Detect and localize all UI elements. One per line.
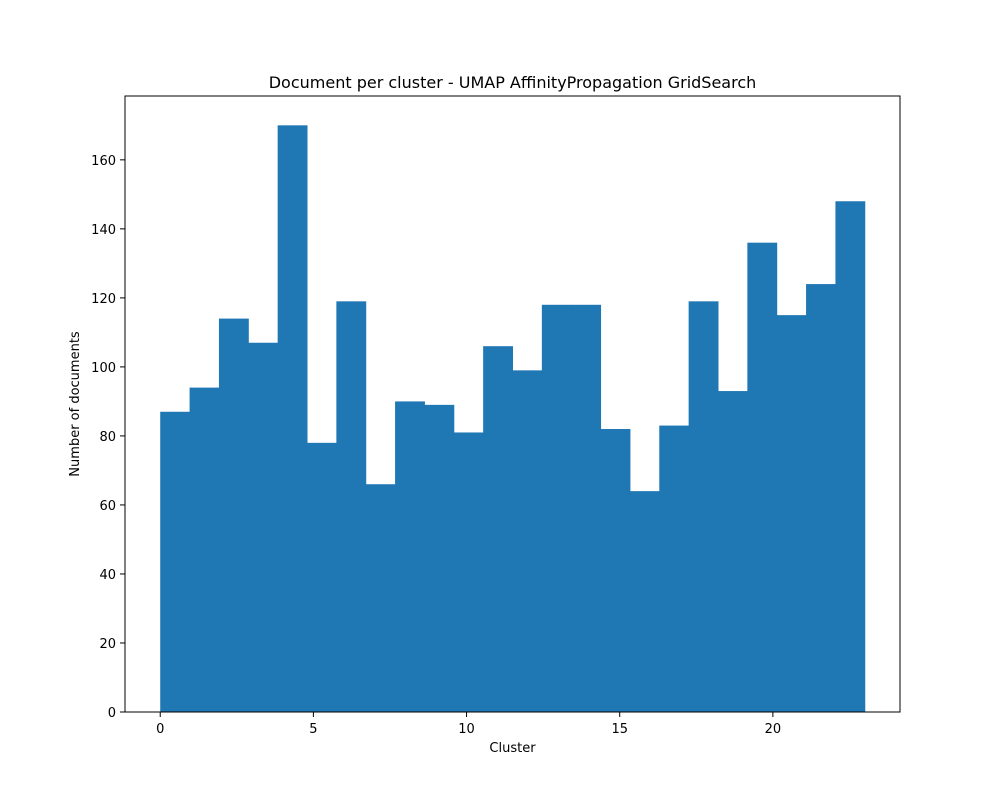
x-tick-label: 0 bbox=[156, 722, 164, 737]
bar-16 bbox=[629, 491, 660, 712]
bar-18 bbox=[688, 301, 719, 712]
y-tick-label: 140 bbox=[91, 223, 116, 238]
plot-frame bbox=[124, 95, 901, 713]
bar-4 bbox=[277, 125, 308, 713]
bar-14 bbox=[571, 304, 602, 712]
bar-5 bbox=[307, 442, 337, 712]
bar-19 bbox=[717, 391, 748, 712]
bar-20 bbox=[747, 242, 778, 712]
y-tick-label: 120 bbox=[91, 292, 116, 307]
bar-21 bbox=[776, 315, 807, 712]
y-tick-label: 100 bbox=[91, 361, 116, 376]
bar-3 bbox=[248, 342, 279, 712]
bar-1 bbox=[189, 387, 220, 712]
bar-10 bbox=[453, 432, 484, 712]
bar-0 bbox=[160, 411, 191, 712]
y-axis-label: Number of documents bbox=[68, 331, 83, 477]
x-tick-label: 10 bbox=[458, 722, 475, 737]
bar-2 bbox=[218, 318, 249, 712]
bars-group bbox=[160, 125, 866, 713]
bar-6 bbox=[336, 301, 367, 712]
y-tick-label: 80 bbox=[99, 430, 116, 445]
y-axis: 0 20 40 60 80 100 120 140 160 bbox=[91, 154, 125, 721]
x-tick-label: 20 bbox=[765, 722, 782, 737]
bar-13 bbox=[541, 304, 572, 712]
y-tick-label: 0 bbox=[108, 706, 116, 721]
bar-23 bbox=[835, 201, 866, 713]
chart-title: Document per cluster - UMAP AffinityProp… bbox=[269, 73, 757, 92]
bar-12 bbox=[512, 370, 543, 712]
y-tick-label: 40 bbox=[99, 568, 116, 583]
bar-7 bbox=[365, 484, 396, 712]
bar-22 bbox=[806, 284, 836, 712]
bar-9 bbox=[424, 404, 455, 712]
x-tick-label: 5 bbox=[309, 722, 317, 737]
bar-8 bbox=[395, 401, 425, 712]
y-tick-label: 20 bbox=[99, 637, 116, 652]
y-tick-label: 160 bbox=[91, 154, 116, 169]
x-tick-label: 15 bbox=[611, 722, 628, 737]
y-tick-label: 60 bbox=[99, 499, 116, 514]
bar-17 bbox=[659, 425, 690, 712]
x-axis-label: Cluster bbox=[489, 741, 536, 756]
bar-11 bbox=[483, 346, 513, 712]
bar-15 bbox=[600, 429, 631, 712]
x-axis: 0 5 10 15 20 bbox=[156, 712, 781, 737]
